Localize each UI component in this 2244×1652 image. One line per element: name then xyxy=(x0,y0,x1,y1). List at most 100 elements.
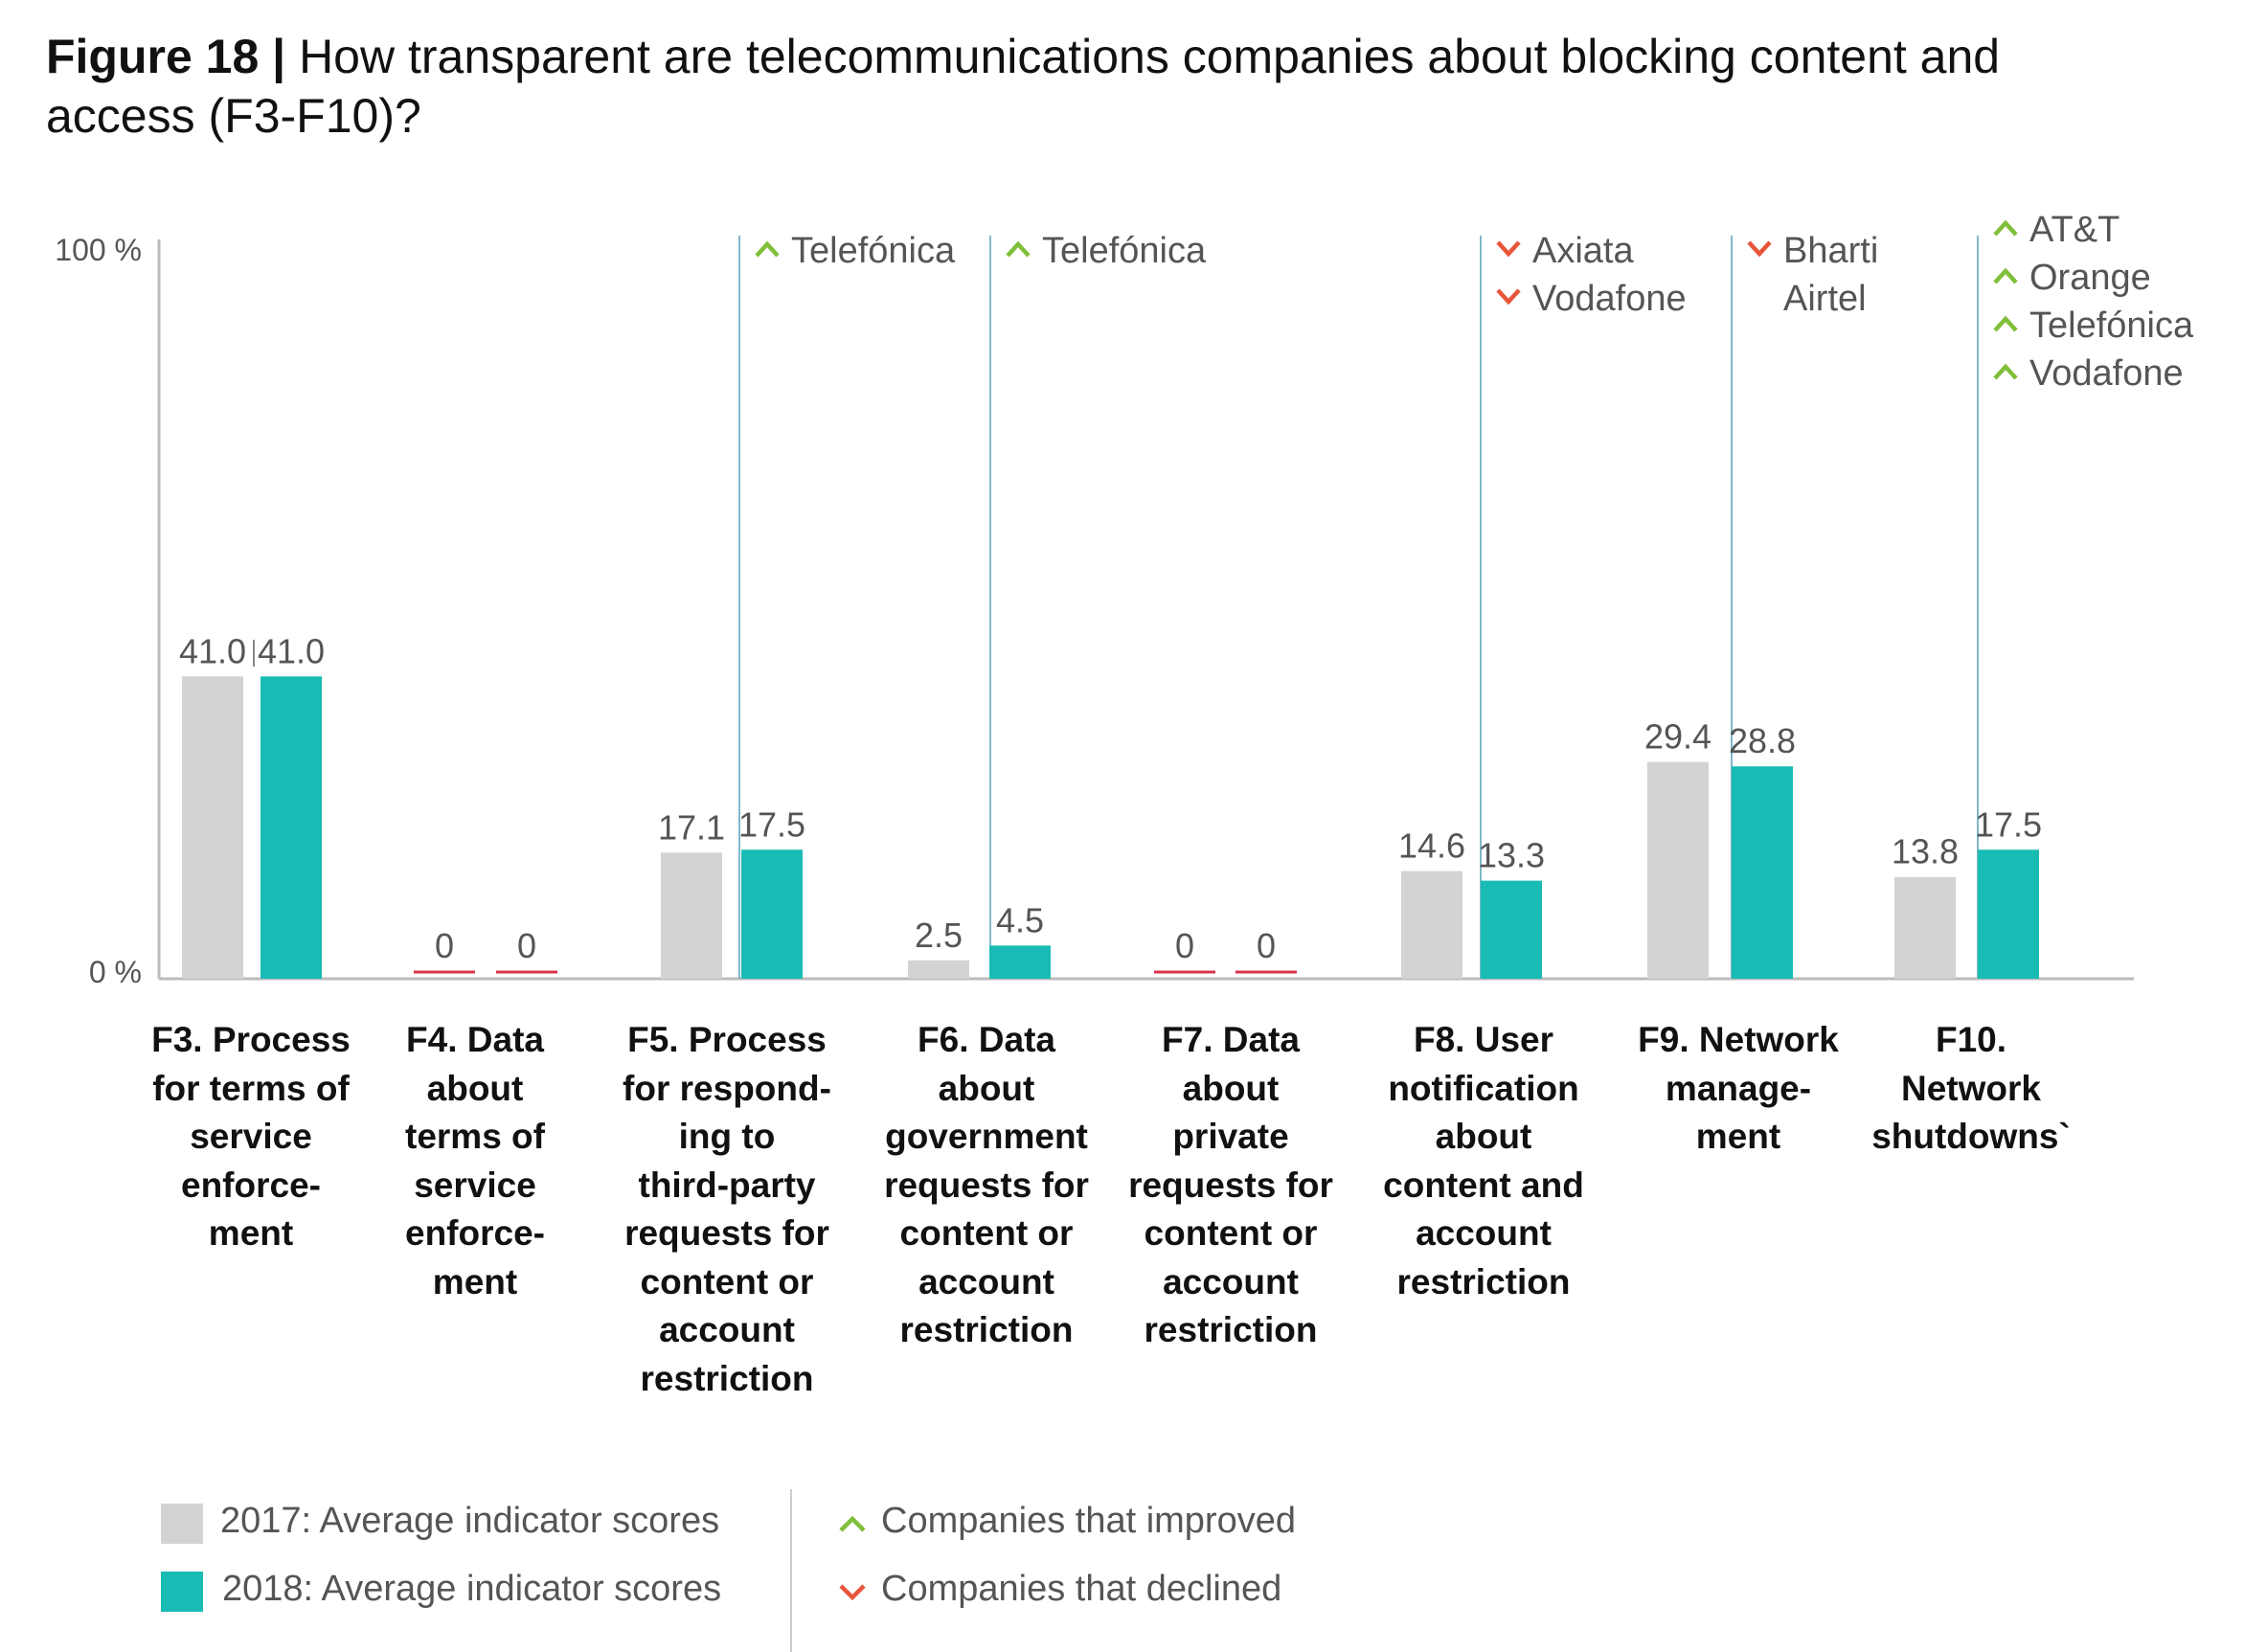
data-label: 41.0 xyxy=(179,631,246,670)
declined-chevron-icon xyxy=(1747,240,1772,258)
category-label-line: restriction xyxy=(1144,1310,1318,1349)
category-label-line: shutdowns` xyxy=(1871,1117,2071,1156)
company-name-label: Airtel xyxy=(1783,279,1867,319)
category-label-line: content or xyxy=(899,1213,1074,1253)
declined-chevron-icon xyxy=(839,1584,866,1601)
category-label-line: content and xyxy=(1383,1165,1584,1205)
category-label-line: requests for xyxy=(884,1165,1089,1205)
legend-label-improved: Companies that improved xyxy=(881,1501,1296,1541)
data-label: 0 xyxy=(435,926,454,965)
category-label: F7. Data about private requests for content … xyxy=(1111,1016,1350,1355)
category-label-line: government xyxy=(885,1117,1088,1156)
category-label-line: account xyxy=(659,1310,795,1349)
bar-2018 xyxy=(1481,880,1542,979)
company-name-label: Orange xyxy=(2029,258,2151,298)
category-label-line: account xyxy=(1163,1261,1299,1301)
data-label: 17.5 xyxy=(738,804,805,844)
bar-2017 xyxy=(908,960,969,979)
category-label-line: terms of xyxy=(405,1117,545,1156)
legend-label-2017: 2017: Average indicator scores xyxy=(220,1501,720,1541)
data-label: 29.4 xyxy=(1644,717,1711,757)
category-label-line: notification xyxy=(1388,1068,1579,1108)
improved-chevron-icon xyxy=(1993,315,2018,332)
category-label-line: requests for xyxy=(1128,1165,1333,1205)
data-label: 41.0 xyxy=(258,631,325,670)
company-name-label: Vodafone xyxy=(2029,353,2184,394)
category-label: F4. Data about terms of service enforce-ment xyxy=(355,1016,595,1306)
y-tick-label-0: 0 % xyxy=(89,955,142,989)
category-label: F9. Network manage-ment xyxy=(1619,1016,1858,1162)
category-label-line: F3. Process xyxy=(151,1020,351,1059)
data-label: 14.6 xyxy=(1398,826,1465,866)
company-name-label: Telefónica xyxy=(2029,306,2194,346)
declined-chevron-icon xyxy=(1496,240,1521,258)
data-label: 2.5 xyxy=(915,916,963,955)
improved-chevron-icon xyxy=(1993,267,2018,284)
category-label-line: requests for xyxy=(624,1213,829,1253)
category-label: F6. Data about government requests for conte… xyxy=(867,1016,1106,1355)
bar-2017 xyxy=(1894,876,1956,979)
bar-2018 xyxy=(989,945,1051,979)
page-title: Figure 18 | How transparent are telecomm… xyxy=(46,27,2153,146)
category-label-line: restriction xyxy=(1396,1261,1571,1301)
bar-2017 xyxy=(1401,871,1462,979)
bar-2017 xyxy=(661,852,722,979)
category-label-line: about xyxy=(938,1068,1035,1108)
category-label-line: enforce- xyxy=(405,1213,545,1253)
category-label-line: about xyxy=(1435,1117,1532,1156)
data-label: 17.5 xyxy=(1975,804,2042,844)
category-label-line: F5. Process xyxy=(627,1020,827,1059)
category-label-line: restriction xyxy=(640,1358,814,1398)
category-label-line: for terms of xyxy=(152,1068,350,1108)
legend-label-2018: 2018: Average indicator scores xyxy=(222,1569,722,1609)
data-label: 17.1 xyxy=(658,807,725,847)
category-label-line: F7. Data xyxy=(1162,1020,1300,1059)
company-name-label: Telefónica xyxy=(791,231,956,271)
category-label-line: restriction xyxy=(899,1310,1074,1349)
category-label-line: about xyxy=(1182,1068,1280,1108)
category-label-line: ment xyxy=(208,1213,294,1253)
category-label-line: manage- xyxy=(1665,1068,1812,1108)
data-label: 28.8 xyxy=(1729,721,1796,760)
category-label: F8. User notification about content and acco… xyxy=(1364,1016,1603,1306)
data-label: 4.5 xyxy=(996,900,1044,939)
company-name-label: Bharti xyxy=(1783,231,1878,271)
category-label: F5. Process for respond-ing to third-party… xyxy=(607,1016,847,1403)
category-label-line: about xyxy=(426,1068,524,1108)
figure-title-text: How transparent are telecommunications c… xyxy=(46,30,2001,143)
category-label-line: content or xyxy=(640,1261,814,1301)
legend-swatch-2018 xyxy=(161,1572,203,1612)
data-label: 13.8 xyxy=(1892,832,1959,871)
category-label: F10. Network shutdowns` xyxy=(1851,1016,2091,1162)
category-label-line: enforce- xyxy=(181,1165,321,1205)
category-label-line: service xyxy=(190,1117,312,1156)
category-label-line: for respond- xyxy=(623,1068,831,1108)
bar-2018 xyxy=(1732,766,1793,979)
data-label: 0 xyxy=(517,926,536,965)
company-name-label: Vodafone xyxy=(1532,279,1687,319)
category-label-line: F9. Network xyxy=(1638,1020,1839,1059)
data-label: 13.3 xyxy=(1478,836,1545,875)
improved-chevron-icon xyxy=(755,240,780,258)
declined-chevron-icon xyxy=(1496,288,1521,306)
category-label-line: F4. Data xyxy=(406,1020,544,1059)
category-label-line: account xyxy=(918,1261,1054,1301)
category-label-line: ment xyxy=(1695,1117,1781,1156)
figure-number: Figure 18 | xyxy=(46,30,286,83)
legend-divider xyxy=(790,1489,792,1652)
category-label: F3. Process for terms of service enforce-me… xyxy=(131,1016,371,1258)
company-name-label: AT&T xyxy=(2029,210,2119,250)
improved-chevron-icon xyxy=(1993,219,2018,237)
category-label-line: third-party xyxy=(638,1165,816,1205)
improved-chevron-icon xyxy=(839,1515,866,1532)
category-label-line: F6. Data xyxy=(918,1020,1055,1059)
category-label-line: private xyxy=(1172,1117,1289,1156)
company-name-label: Axiata xyxy=(1532,231,1634,271)
category-label-line: F8. User xyxy=(1413,1020,1553,1059)
bar-2018 xyxy=(741,849,803,979)
category-label-line: service xyxy=(414,1165,536,1205)
data-label: 0 xyxy=(1257,926,1276,965)
improved-chevron-icon xyxy=(1006,240,1031,258)
bar-2017 xyxy=(1647,761,1709,979)
category-label-line: F10. xyxy=(1935,1020,2007,1059)
